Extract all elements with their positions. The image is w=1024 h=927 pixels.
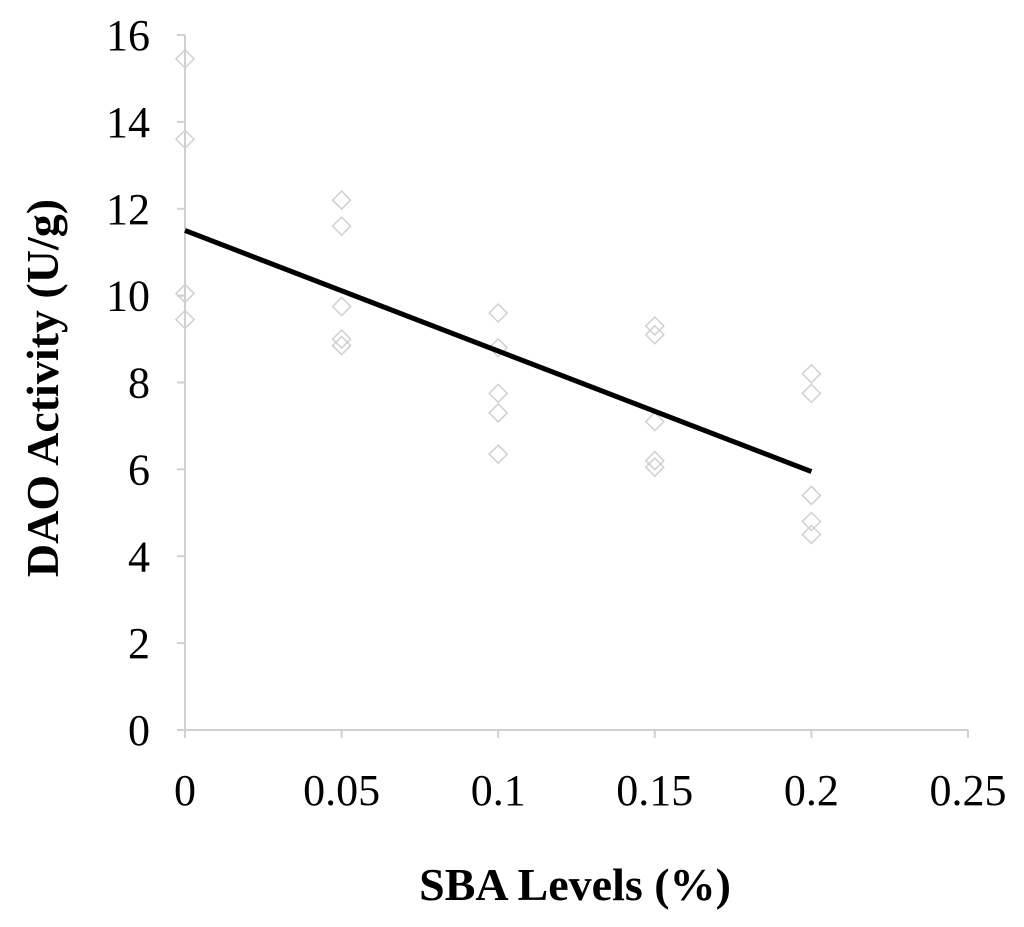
trendline-group: [184, 228, 813, 474]
data-point-diamond: [644, 315, 665, 337]
data-point-diamond: [488, 402, 509, 423]
data-point-diamond: [644, 411, 665, 432]
data-point-diamond: [801, 383, 822, 404]
y-tick-label: 16: [106, 11, 150, 60]
y-tick-label: 10: [106, 272, 150, 321]
data-point-diamond: [331, 216, 352, 237]
y-tick-label: 4: [128, 532, 150, 581]
trendline: [184, 228, 813, 474]
data-point-diamond: [488, 444, 509, 465]
y-axis-label: DAO Activity (U/g): [17, 199, 68, 577]
y-axis-ticks: 0 2 4 6 8 10 12 14 16: [106, 11, 185, 755]
data-point-diamond: [331, 335, 352, 356]
y-tick-label: 8: [128, 359, 150, 408]
data-point-diamond: [174, 129, 196, 150]
y-tick-label: 6: [128, 445, 150, 494]
x-tick-label: 0: [174, 766, 196, 815]
x-axis-ticks: 0 0.05 0.1 0.15 0.2 0.25: [174, 730, 1007, 815]
x-tick-label: 0.1: [471, 766, 526, 815]
data-point-diamond: [644, 457, 665, 478]
data-point-diamond: [644, 324, 665, 345]
x-axis-label: SBA Levels (%): [419, 859, 731, 910]
x-tick-label: 0.25: [930, 766, 1007, 815]
data-point-diamond: [331, 329, 352, 350]
data-point-diamond: [174, 48, 196, 69]
data-point-diamond: [488, 302, 509, 324]
x-tick-label: 0.05: [303, 766, 380, 815]
data-point-diamond: [801, 363, 822, 384]
y-tick-label: 0: [128, 706, 150, 755]
data-point-diamond: [174, 309, 196, 330]
data-point-diamond: [488, 383, 509, 404]
data-point-diamond: [331, 296, 352, 317]
y-tick-label: 2: [128, 619, 150, 668]
data-point-diamond: [801, 511, 822, 532]
data-point-diamond: [488, 337, 509, 358]
data-point-diamond: [174, 283, 196, 304]
x-tick-label: 0.15: [616, 766, 693, 815]
data-point-diamond: [644, 450, 665, 471]
y-tick-label: 14: [106, 98, 150, 147]
data-points: [174, 48, 822, 545]
data-point-diamond: [801, 524, 822, 545]
data-point-diamond: [801, 485, 822, 506]
y-tick-label: 12: [106, 185, 150, 234]
data-point-diamond: [331, 190, 352, 211]
x-tick-label: 0.2: [784, 766, 839, 815]
